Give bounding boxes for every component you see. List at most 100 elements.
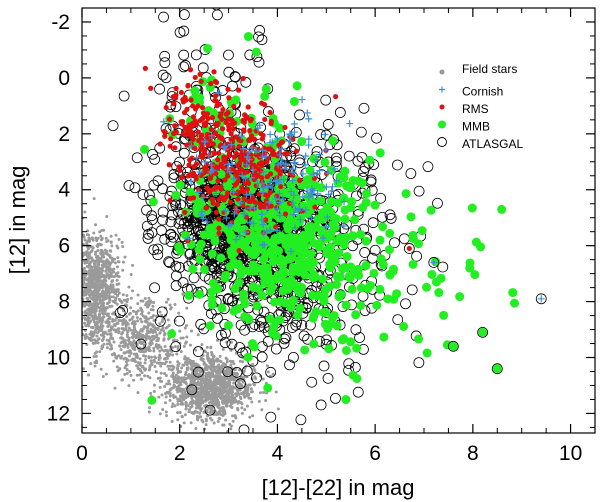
rms-point <box>248 116 254 122</box>
field-star-point <box>190 360 194 364</box>
field-star-point <box>191 395 195 399</box>
field-star-point <box>112 290 116 294</box>
field-star-point <box>91 238 95 242</box>
field-star-point <box>184 407 188 411</box>
field-star-point <box>196 400 200 404</box>
mmb-point <box>341 233 351 243</box>
mmb-point <box>321 307 331 317</box>
field-star-point <box>117 275 121 279</box>
field-star-point <box>224 372 228 376</box>
mmb-point <box>375 148 385 158</box>
field-star-point <box>152 383 156 387</box>
mmb-point <box>434 288 444 298</box>
rms-point <box>231 103 237 109</box>
field-star-point <box>257 400 261 404</box>
field-star-point <box>220 366 224 370</box>
field-star-point <box>154 370 158 374</box>
field-star-point <box>219 378 223 382</box>
atlasgal-point <box>298 330 310 342</box>
mmb-point <box>260 234 270 244</box>
atlasgal-point <box>152 243 164 255</box>
field-star-point <box>231 414 235 418</box>
mmb-point <box>234 278 244 288</box>
atlasgal-point <box>295 414 307 426</box>
rms-point <box>192 118 198 124</box>
field-star-point <box>224 380 228 384</box>
field-star-point <box>229 424 233 428</box>
mmb-point <box>140 144 150 154</box>
atlasgal-point <box>265 411 277 423</box>
field-star-point <box>217 403 221 407</box>
field-star-point <box>218 409 222 413</box>
atlasgal-point <box>265 366 277 378</box>
field-star-point <box>110 346 114 350</box>
field-star-point <box>116 327 120 331</box>
rms-point <box>166 162 172 168</box>
field-star-point <box>219 374 223 378</box>
mmb-point <box>339 240 349 250</box>
field-star-point <box>109 272 113 276</box>
rms-point <box>171 101 177 107</box>
field-star-point <box>125 350 129 354</box>
rms-point <box>207 175 213 182</box>
atlasgal-point <box>270 343 282 355</box>
atlasgal-point <box>254 25 265 36</box>
atlasgal-point <box>411 250 423 262</box>
field-star-point <box>77 302 80 305</box>
field-star-point <box>97 285 101 289</box>
field-star-point <box>78 313 81 316</box>
field-star-point <box>134 353 138 357</box>
field-star-point <box>115 365 119 369</box>
field-star-point <box>196 377 200 381</box>
atlasgal-point <box>154 315 166 327</box>
field-star-point <box>200 347 204 351</box>
field-star-point <box>78 270 81 273</box>
field-star-point <box>179 336 183 340</box>
rms-point <box>232 182 238 188</box>
field-star-point <box>73 307 76 310</box>
field-star-point <box>95 326 99 330</box>
field-star-point <box>164 395 168 399</box>
atlasgal-point <box>280 332 292 343</box>
field-star-point <box>94 285 98 289</box>
field-star-point <box>98 230 102 234</box>
field-star-point <box>119 356 123 360</box>
mmb-point <box>379 332 389 342</box>
atlasgal-point <box>197 62 209 74</box>
atlasgal-point <box>240 76 252 88</box>
field-star-point <box>159 364 163 368</box>
field-star-point <box>142 366 146 370</box>
atlasgal-point <box>359 247 371 258</box>
atlasgal-point <box>302 333 313 345</box>
field-star-point <box>88 308 92 312</box>
field-star-point <box>264 398 268 402</box>
atlasgal-point <box>359 162 371 174</box>
field-star-point <box>87 336 91 340</box>
field-star-point <box>237 381 241 385</box>
field-star-point <box>111 295 115 299</box>
rms-point <box>211 69 217 75</box>
field-star-point <box>85 303 89 307</box>
field-star-point <box>109 234 113 238</box>
field-star-point <box>176 390 180 394</box>
atlasgal-point <box>158 11 169 23</box>
field-star-point <box>154 356 158 360</box>
mmb-point <box>224 320 234 330</box>
field-star-point <box>229 404 233 408</box>
mmb-point <box>287 253 297 263</box>
mmb-point <box>356 229 366 239</box>
field-star-point <box>90 265 94 269</box>
field-star-point <box>249 387 253 391</box>
atlasgal-point <box>142 233 154 244</box>
field-star-point <box>149 300 153 304</box>
field-star-point <box>167 379 171 383</box>
field-star-point <box>100 228 104 232</box>
field-star-point <box>121 268 125 272</box>
field-star-point <box>176 344 180 348</box>
field-star-point <box>131 289 135 293</box>
rms-point <box>217 101 223 107</box>
atlasgal-point <box>154 83 165 95</box>
field-star-point <box>116 246 120 250</box>
field-star-point <box>232 362 236 366</box>
field-star-point <box>159 371 163 375</box>
